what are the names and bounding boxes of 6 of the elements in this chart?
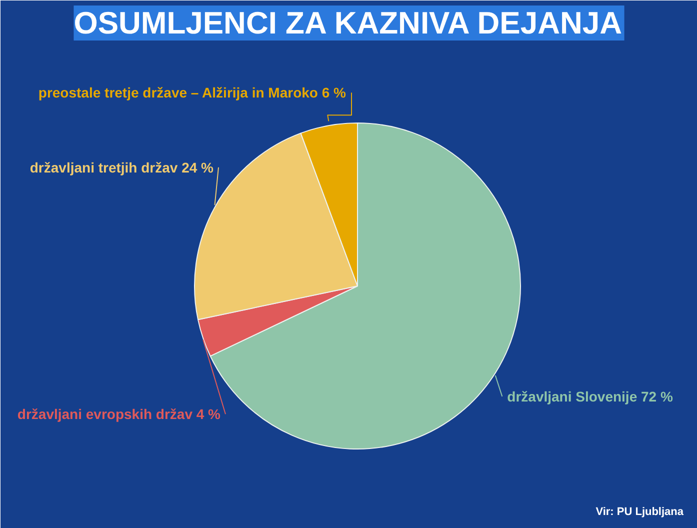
chart-title: OSUMLJENCI ZA KAZNIVA DEJANJA — [74, 6, 622, 40]
slice-label: preostale tretje države – Alžirija in Maroko 6 % — [38, 84, 347, 101]
slice-label: državljani tretjih držav 24 % — [30, 159, 214, 176]
text: Vir: PU Ljubljana — [596, 506, 684, 518]
slice-label: državljani evropskih držav 4 % — [17, 406, 222, 422]
slice-label: državljani Slovenije 72 % — [507, 388, 674, 404]
